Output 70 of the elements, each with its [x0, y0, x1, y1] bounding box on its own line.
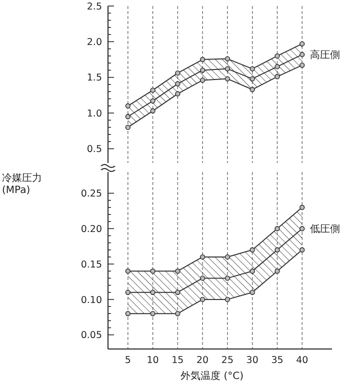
point	[175, 91, 180, 96]
y-tick-label: 2.0	[86, 37, 102, 48]
x-tick-label: 35	[271, 355, 284, 366]
y-tick-label: 1.0	[86, 108, 102, 120]
point	[224, 276, 230, 281]
point	[224, 254, 230, 260]
point	[150, 88, 156, 93]
point	[224, 296, 230, 302]
series-label: 低圧側	[310, 224, 340, 236]
point	[125, 103, 131, 109]
y-axis-title: 冷媒圧力 (MPa)	[2, 172, 42, 196]
y-tick-label: 0.10	[80, 294, 102, 306]
point	[274, 53, 280, 59]
point	[224, 76, 230, 82]
x-tick-label: 40	[296, 355, 308, 366]
point	[300, 62, 305, 68]
x-tick-label: 30	[246, 355, 258, 366]
point	[175, 311, 180, 316]
y-tick-label: 2.5	[86, 1, 102, 12]
point	[250, 66, 255, 72]
y-tick-label: 0.25	[80, 188, 102, 200]
point	[274, 64, 280, 70]
point	[250, 290, 255, 295]
point	[274, 268, 280, 274]
point	[125, 268, 131, 274]
point	[175, 81, 180, 86]
point	[150, 311, 156, 316]
point	[150, 98, 156, 104]
point	[250, 86, 255, 92]
point	[200, 78, 206, 83]
point	[200, 68, 206, 73]
y-tick-label: 0.05	[80, 330, 102, 342]
point	[125, 290, 131, 295]
x-tick-label: 5	[124, 355, 131, 366]
point	[125, 124, 131, 130]
x-tick-label: 20	[196, 355, 209, 366]
y-tick-label: 0.5	[86, 144, 102, 156]
point	[175, 268, 180, 274]
series-label: 高圧側	[310, 49, 340, 62]
x-tick-label: 15	[172, 355, 184, 366]
point	[300, 41, 305, 46]
point	[250, 268, 255, 274]
point	[175, 70, 180, 76]
point	[250, 76, 255, 82]
point	[274, 74, 280, 80]
y-tick-label: 1.5	[86, 72, 102, 84]
point	[300, 226, 305, 232]
x-tick-label: 10	[146, 355, 159, 366]
point	[200, 296, 206, 302]
point	[274, 247, 280, 252]
point	[150, 108, 156, 114]
point	[125, 114, 131, 120]
point	[200, 56, 206, 62]
y-tick-label: 0.20	[80, 224, 102, 235]
point	[175, 290, 180, 295]
x-tick-label: 25	[221, 355, 234, 366]
point	[224, 56, 230, 62]
point	[300, 247, 305, 252]
point	[224, 66, 230, 72]
point	[300, 52, 305, 58]
point	[200, 276, 206, 281]
point	[200, 254, 206, 260]
y-tick-label: 0.15	[80, 259, 102, 270]
point	[125, 311, 131, 316]
point	[300, 204, 305, 210]
x-axis-title: 外気温度 (°C)	[180, 370, 244, 382]
point	[274, 226, 280, 232]
point	[150, 268, 156, 274]
point	[150, 290, 156, 295]
point	[250, 247, 255, 252]
